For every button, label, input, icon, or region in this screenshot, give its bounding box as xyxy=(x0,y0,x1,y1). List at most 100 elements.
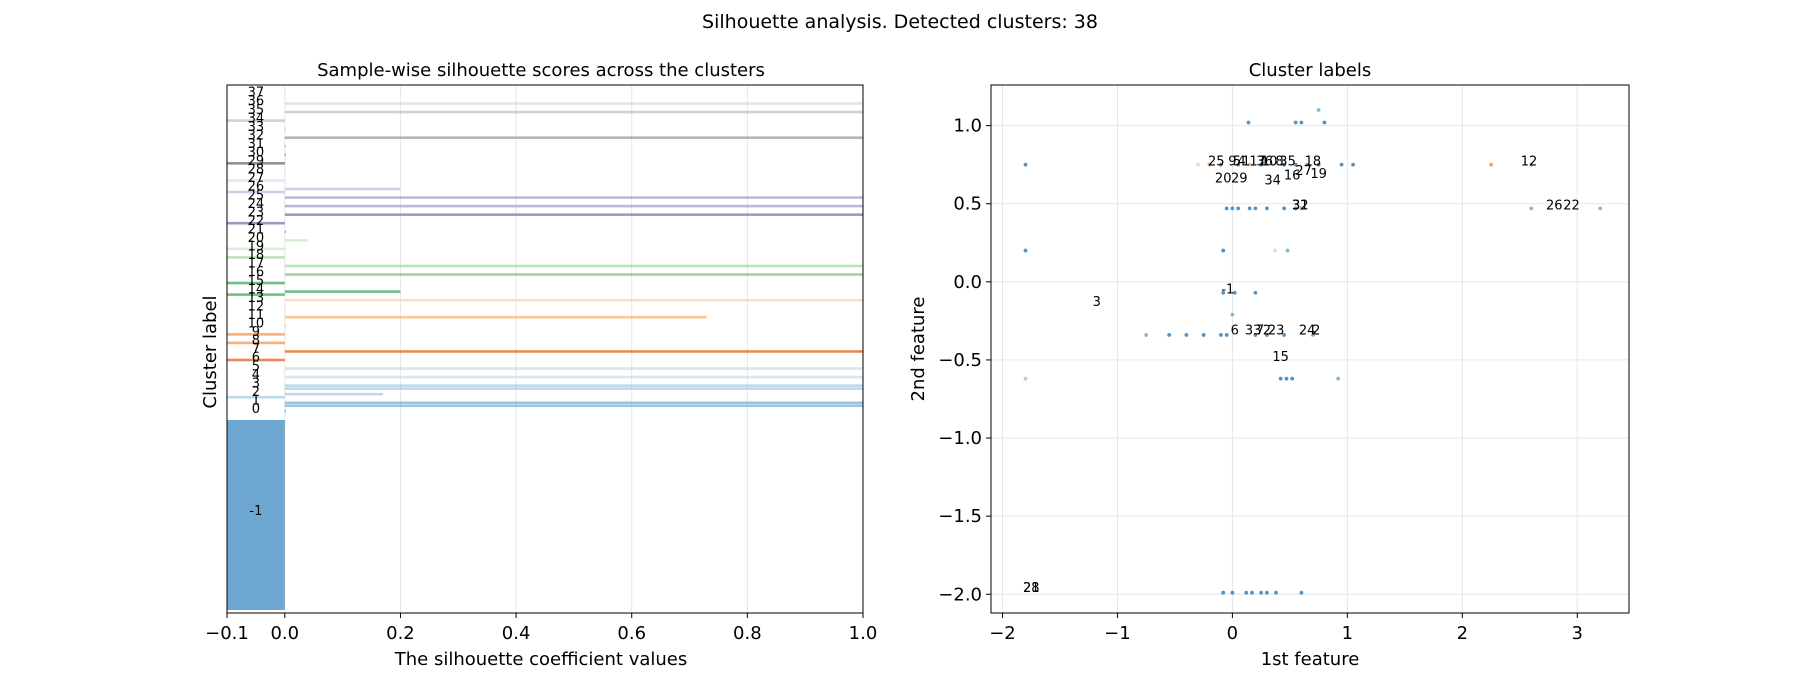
silhouette-subplot: Sample-wise silhouette scores across the… xyxy=(200,60,877,670)
scatter-point xyxy=(1351,162,1356,167)
silhouette-bar xyxy=(284,239,308,242)
scatter-point xyxy=(1316,162,1321,167)
silhouette-bar xyxy=(284,187,401,191)
scatter-point xyxy=(1273,248,1277,253)
silhouette-bar-noise xyxy=(227,420,285,610)
scatter-cluster-label: 16 xyxy=(1284,169,1301,184)
scatter-cluster-label: 17 xyxy=(1249,155,1266,170)
scatter-point xyxy=(1529,162,1534,167)
scatter-axes-frame xyxy=(990,84,1630,614)
silhouette-bar xyxy=(284,350,863,353)
silhouette-bar xyxy=(284,127,286,131)
silhouette-cluster-label: 25 xyxy=(248,188,265,203)
scatter-point xyxy=(1310,333,1315,337)
silhouette-bar xyxy=(227,190,285,194)
silhouette-bar xyxy=(284,230,286,234)
scatter-point xyxy=(1207,162,1212,167)
silhouette-cluster-label: 30 xyxy=(248,146,265,161)
silhouette-cluster-label: 16 xyxy=(248,265,265,280)
silhouette-bar xyxy=(227,162,285,165)
scatter-point xyxy=(1305,162,1310,167)
silhouette-cluster-label: 23 xyxy=(248,205,265,220)
scatter-point xyxy=(1489,162,1493,167)
scatter-cluster-label: 23 xyxy=(1268,323,1285,338)
scatter-y-ticks: −2.0 −1.5 −1.0 −0.5 0.0 0.5 1.0 xyxy=(938,116,991,605)
silhouette-xlabel: The silhouette coefficient values xyxy=(394,649,687,670)
silhouette-x-ticks: −0.1 0.0 0.2 0.4 0.6 0.8 1.0 xyxy=(205,613,877,644)
scatter-cluster-label: 2 xyxy=(1312,323,1320,338)
silhouette-bar xyxy=(227,333,285,336)
scatter-point xyxy=(1299,206,1304,211)
scatter-point xyxy=(1293,206,1298,211)
scatter-point xyxy=(1282,162,1287,167)
silhouette-cluster-label: 3 xyxy=(252,376,260,391)
silhouette-cluster-label: -1 xyxy=(249,504,262,519)
silhouette-cluster-label: 21 xyxy=(248,222,265,237)
silhouette-bar xyxy=(284,315,707,319)
silhouette-cluster-label: 15 xyxy=(248,274,265,289)
scatter-cluster-label: -1 xyxy=(1221,283,1234,298)
scatter-point xyxy=(1247,206,1252,211)
scatter-point xyxy=(1293,162,1298,167)
scatter-point xyxy=(1023,376,1028,381)
scatter-x-tick-label: −1 xyxy=(1104,623,1131,644)
scatter-point xyxy=(1230,206,1235,211)
scatter-y-tick-label: −1.5 xyxy=(938,506,982,527)
scatter-cluster-label: 6 xyxy=(1231,323,1239,338)
silhouette-bar xyxy=(284,136,863,139)
scatter-point xyxy=(1316,108,1321,112)
silhouette-x-tick-label: 0.0 xyxy=(270,623,299,644)
scatter-y-tick-label: 0.0 xyxy=(953,272,982,293)
scatter-point xyxy=(1224,206,1229,211)
scatter-cluster-label: 26 xyxy=(1546,198,1563,213)
silhouette-bar xyxy=(284,298,863,302)
silhouette-cluster-label: 20 xyxy=(248,231,265,246)
scatter-cluster-label: 29 xyxy=(1231,172,1248,187)
silhouette-bar xyxy=(227,256,285,259)
scatter-point xyxy=(1236,206,1241,211)
scatter-point xyxy=(1244,590,1249,595)
scatter-cluster-label: 2 xyxy=(1263,323,1271,338)
silhouette-cluster-label: 9 xyxy=(252,325,260,340)
scatter-cluster-label: 35 xyxy=(1279,155,1296,170)
scatter-grid xyxy=(991,85,1629,613)
scatter-cluster-label: 18 xyxy=(1305,155,1322,170)
silhouette-cluster-label: 22 xyxy=(248,214,265,229)
scatter-cluster-label: 22 xyxy=(1563,198,1580,213)
silhouette-cluster-label: 37 xyxy=(248,86,265,101)
silhouette-bar xyxy=(284,273,863,276)
silhouette-cluster-label: 31 xyxy=(248,137,265,152)
scatter-point xyxy=(1219,333,1223,337)
silhouette-cluster-label: 27 xyxy=(248,171,265,186)
silhouette-cluster-label: 36 xyxy=(248,94,265,109)
silhouette-cluster-labels: -101234567891011121314151617181920212223… xyxy=(248,86,265,519)
silhouette-bar xyxy=(284,264,863,268)
scatter-points xyxy=(1023,108,1603,595)
silhouette-cluster-label: 2 xyxy=(252,385,260,400)
scatter-cluster-label: 25 xyxy=(1208,155,1225,170)
silhouette-x-tick-label: 0.4 xyxy=(502,623,531,644)
scatter-cluster-label: 33 xyxy=(1245,323,1262,338)
silhouette-bar xyxy=(284,384,863,387)
silhouette-bar xyxy=(284,204,863,208)
scatter-point xyxy=(1247,162,1252,167)
scatter-cluster-label: 5 xyxy=(1233,155,1241,170)
silhouette-cluster-label: 14 xyxy=(248,282,265,297)
silhouette-x-tick-label: 0.8 xyxy=(733,623,762,644)
silhouette-bar xyxy=(284,392,384,396)
scatter-y-tick-label: 1.0 xyxy=(953,116,982,137)
silhouette-bar xyxy=(284,375,863,379)
scatter-point xyxy=(1230,590,1235,595)
scatter-cluster-label: 32 xyxy=(1292,198,1309,213)
scatter-point xyxy=(1259,590,1264,595)
scatter-point xyxy=(1285,248,1290,253)
scatter-cluster-label: 19 xyxy=(1310,167,1327,182)
silhouette-cluster-label: 12 xyxy=(248,299,265,314)
scatter-point xyxy=(1282,206,1287,211)
silhouette-bar xyxy=(284,110,863,114)
silhouette-bar xyxy=(284,93,286,97)
scatter-cluster-label: 34 xyxy=(1264,173,1281,188)
silhouette-cluster-label: 5 xyxy=(252,359,260,374)
silhouette-bar xyxy=(284,324,286,328)
silhouette-cluster-label: 29 xyxy=(248,154,265,169)
